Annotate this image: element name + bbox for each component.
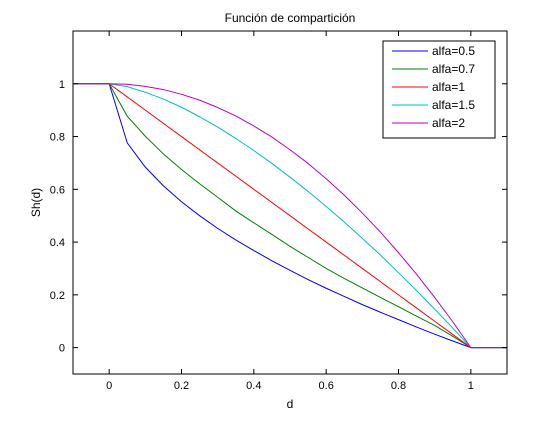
series-line-1 bbox=[73, 83, 507, 349]
x-tick-label: 1 bbox=[468, 380, 474, 392]
legend-label-5: alfa=2 bbox=[432, 116, 465, 130]
series-line-5 bbox=[73, 83, 507, 349]
chart-title: Función de compartición bbox=[225, 11, 356, 25]
tick-layer: 0 0.2 0.4 0.6 0.8 1 0 0.2 0.4 0.6 0.8 1 bbox=[50, 31, 507, 392]
series-line-4 bbox=[73, 83, 507, 349]
x-axis-label: d bbox=[287, 397, 294, 411]
y-tick-label: 0 bbox=[59, 343, 65, 355]
x-tick-label: 0.4 bbox=[246, 380, 261, 392]
x-tick-label: 0.2 bbox=[174, 380, 189, 392]
legend-label-4: alfa=1.5 bbox=[432, 98, 475, 112]
series-layer bbox=[73, 83, 507, 349]
y-tick-label: 0.8 bbox=[50, 132, 65, 144]
legend-label-2: alfa=0.7 bbox=[432, 62, 475, 76]
x-tick-label: 0.8 bbox=[391, 380, 406, 392]
y-tick-label: 0.4 bbox=[50, 237, 65, 249]
y-tick-label: 1 bbox=[59, 79, 65, 91]
y-tick-label: 0.6 bbox=[50, 184, 65, 196]
x-tick-label: 0 bbox=[106, 380, 112, 392]
legend-label-1: alfa=0.5 bbox=[432, 44, 475, 58]
y-tick-label: 0.2 bbox=[50, 290, 65, 302]
x-tick-label: 0.6 bbox=[319, 380, 334, 392]
y-axis-label: Sh(d) bbox=[29, 188, 43, 217]
series-line-3 bbox=[73, 83, 507, 349]
series-line-2 bbox=[73, 83, 507, 349]
legend: alfa=0.5 alfa=0.7 alfa=1 alfa=1.5 alfa=2 bbox=[382, 40, 496, 139]
legend-label-3: alfa=1 bbox=[432, 80, 465, 94]
legend-box bbox=[382, 40, 496, 139]
